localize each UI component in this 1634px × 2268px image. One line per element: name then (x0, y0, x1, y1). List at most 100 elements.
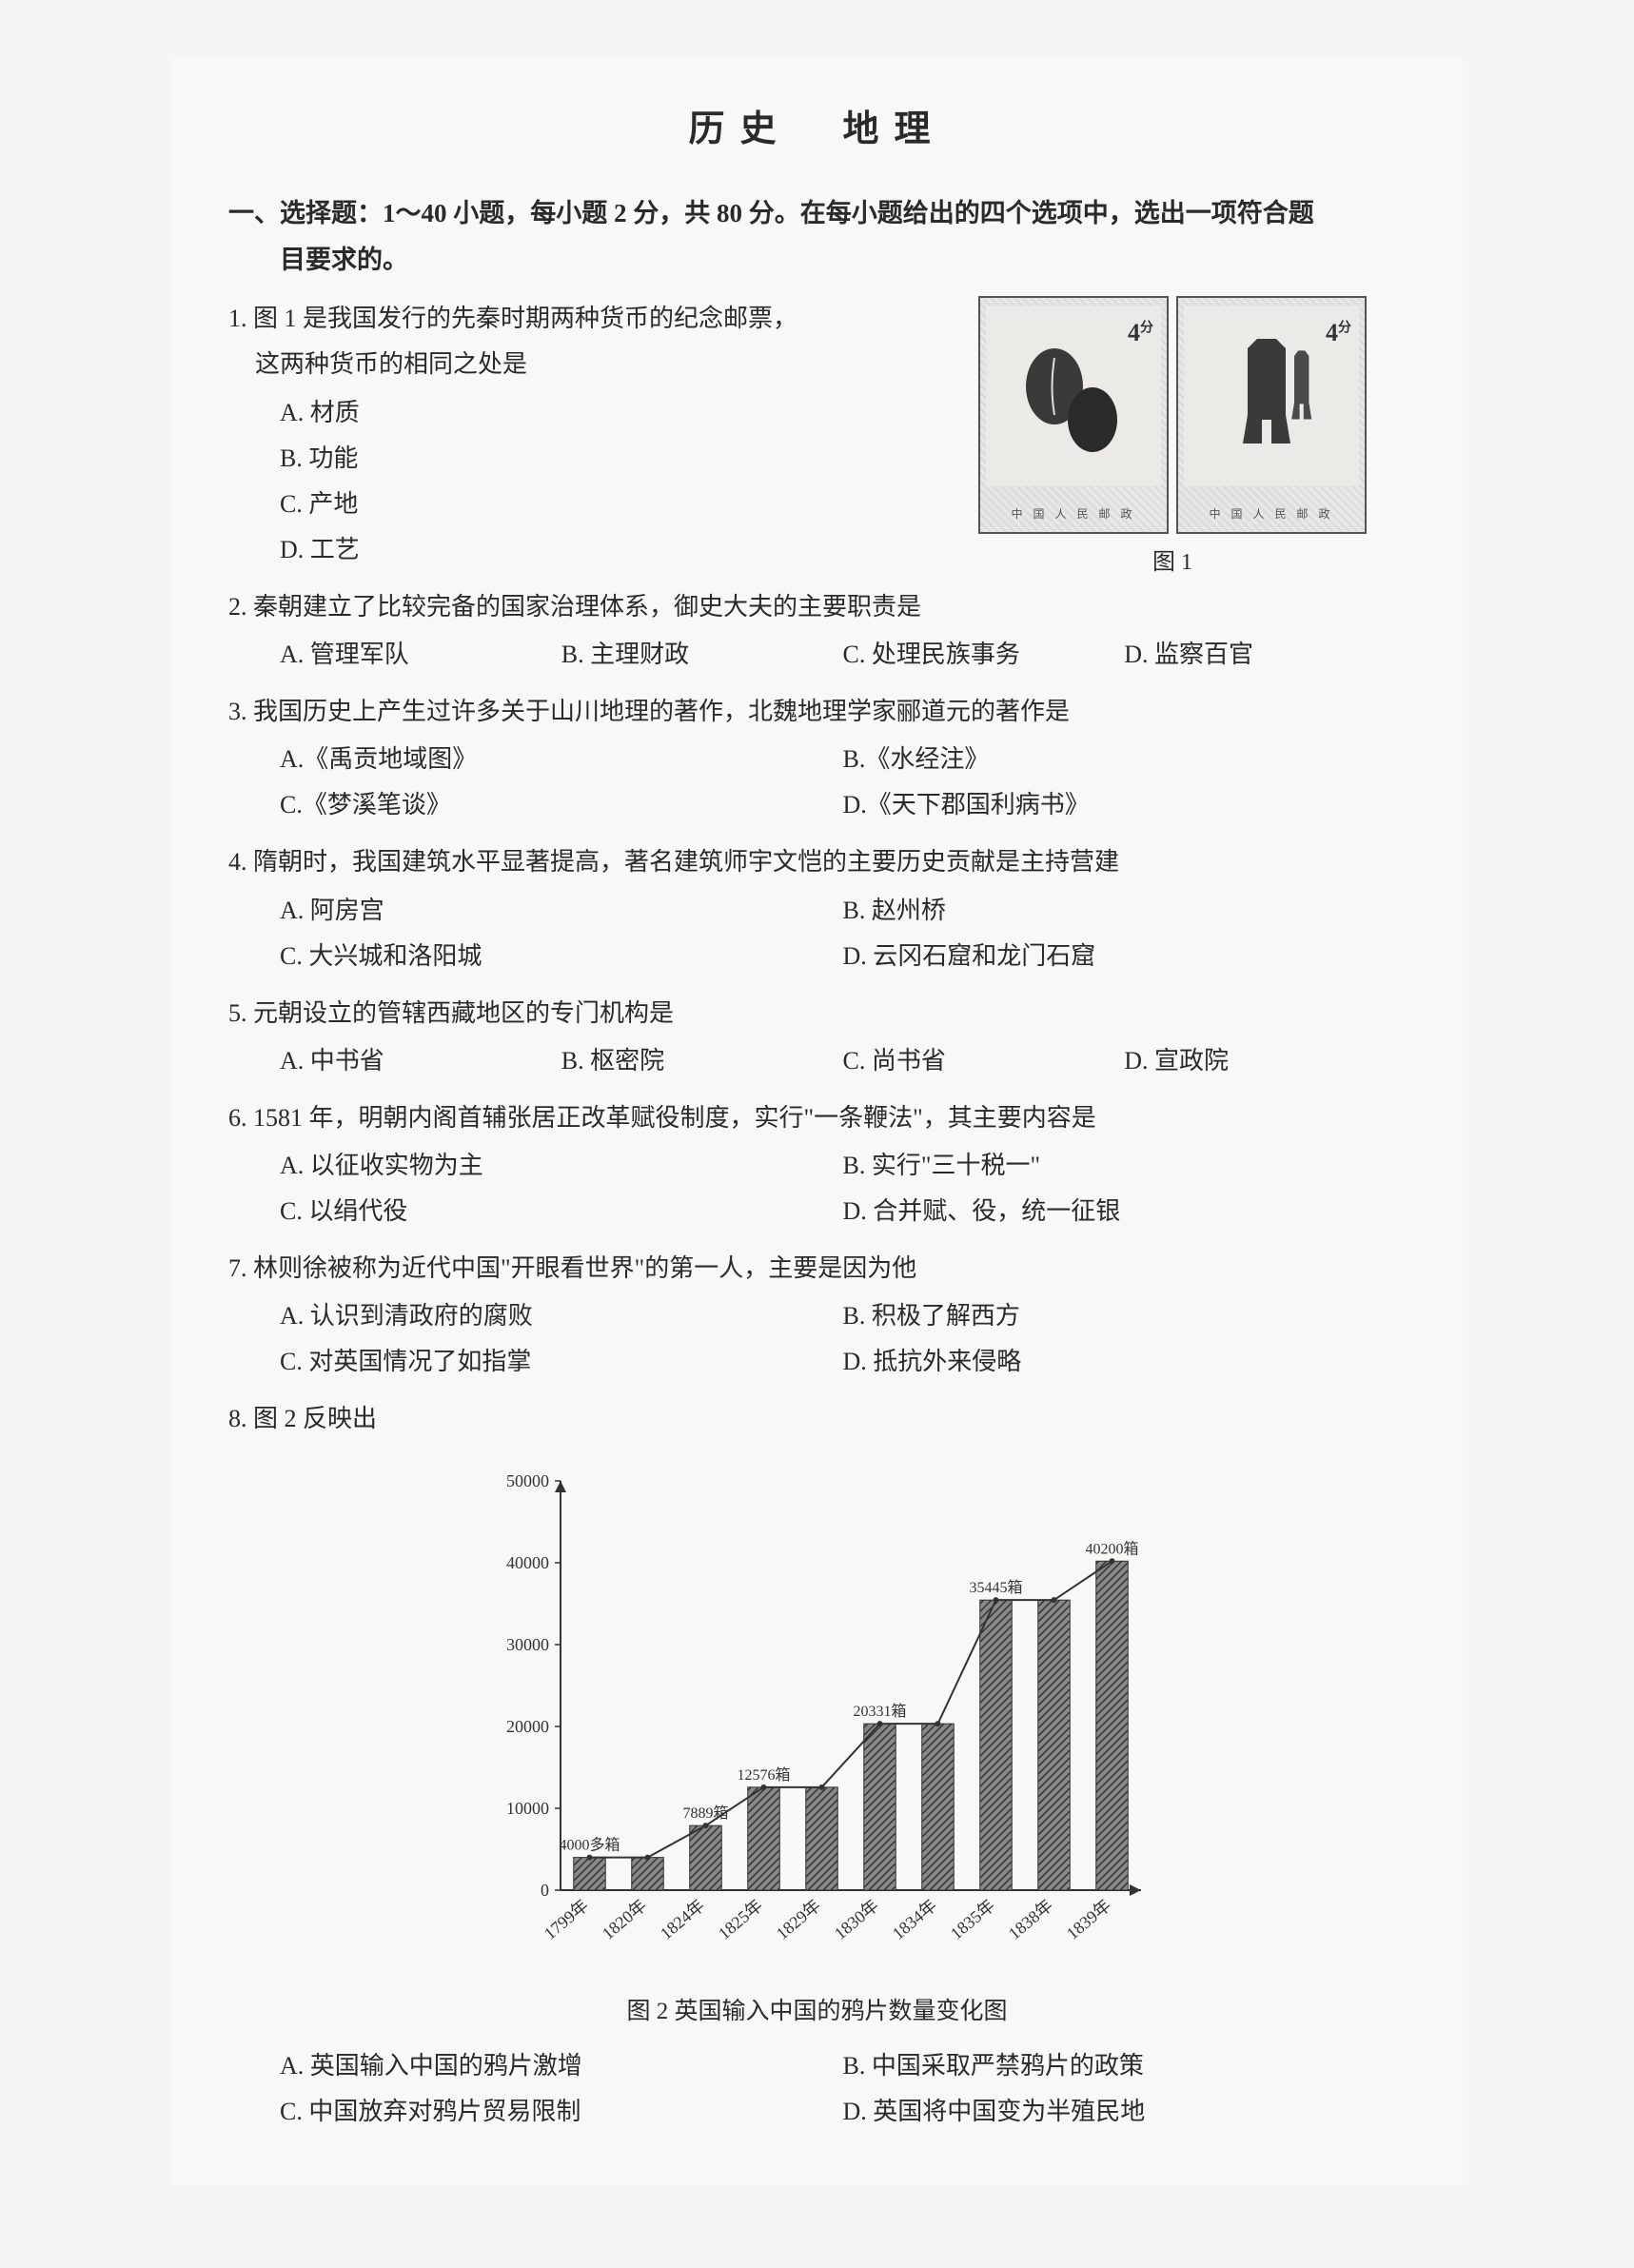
q4-stem: 4. 隋朝时，我国建筑水平显著提高，著名建筑师宇文恺的主要历史贡献是主持营建 (228, 839, 1406, 885)
figure-1: 4分 中 国 人 民 邮 政 4分 (968, 296, 1377, 585)
option-a: A. 管理军队 (280, 632, 561, 678)
figure-1-label: 图 1 (1152, 542, 1192, 585)
instructions-line2: 目要求的。 (228, 237, 1406, 284)
svg-text:0: 0 (541, 1881, 549, 1900)
q-num: 7. (228, 1254, 247, 1282)
svg-text:1820年: 1820年 (598, 1895, 649, 1943)
option-a: A. 以征收实物为主 (280, 1143, 843, 1189)
q-stem-text: 我国历史上产生过许多关于山川地理的著作，北魏地理学家郦道元的著作是 (253, 698, 1070, 725)
svg-text:1825年: 1825年 (714, 1895, 765, 1943)
q6-stem: 6. 1581 年，明朝内阁首辅张居正改革赋役制度，实行"一条鞭法"，其主要内容… (228, 1095, 1406, 1141)
svg-text:1829年: 1829年 (772, 1895, 823, 1943)
q-num: 4. (228, 848, 247, 876)
q-num: 5. (228, 999, 247, 1027)
spade-coin-icon (1214, 329, 1329, 463)
q-num: 1. (228, 305, 247, 332)
question-2: 2. 秦朝建立了比较完备的国家治理体系，御史大夫的主要职责是 A. 管理军队 B… (228, 584, 1406, 678)
q-stem-text: 图 1 是我国发行的先秦时期两种货币的纪念邮票， (253, 305, 797, 332)
svg-text:35445箱: 35445箱 (969, 1579, 1022, 1596)
option-d: D. 英国将中国变为半殖民地 (843, 2089, 1407, 2135)
svg-text:50000: 50000 (506, 1471, 549, 1490)
svg-text:1824年: 1824年 (656, 1895, 707, 1943)
stamp-issuer: 中 国 人 民 邮 政 (1011, 503, 1135, 525)
q-num: 2. (228, 593, 247, 621)
option-b: B.《水经注》 (843, 737, 1407, 782)
stamp-value: 4分 (1128, 309, 1153, 356)
q2-options: A. 管理军队 B. 主理财政 C. 处理民族事务 D. 监察百官 (228, 632, 1406, 678)
option-b: B. 枢密院 (561, 1038, 843, 1084)
option-b: B. 主理财政 (561, 632, 843, 678)
svg-text:40000: 40000 (506, 1553, 549, 1572)
svg-text:40200箱: 40200箱 (1085, 1540, 1138, 1557)
option-d: D. 宣政院 (1124, 1038, 1406, 1084)
q5-stem: 5. 元朝设立的管辖西藏地区的专门机构是 (228, 991, 1406, 1036)
svg-text:4000多箱: 4000多箱 (559, 1836, 620, 1853)
option-a: A. 英国输入中国的鸦片激增 (280, 2043, 843, 2089)
option-a: A. 认识到清政府的腐败 (280, 1293, 843, 1339)
stamp-right-image: 4分 (1184, 306, 1359, 486)
q-num: 8. (228, 1405, 247, 1432)
q5-options: A. 中书省 B. 枢密院 C. 尚书省 D. 宣政院 (228, 1038, 1406, 1084)
question-8: 8. 图 2 反映出 0 10000 20000 30000 40000 50000 400… (228, 1396, 1406, 2135)
option-b: B. 赵州桥 (843, 888, 1407, 934)
option-d: D. 监察百官 (1124, 632, 1406, 678)
q7-stem: 7. 林则徐被称为近代中国"开眼看世界"的第一人，主要是因为他 (228, 1246, 1406, 1292)
section-instructions: 一、选择题：1～40 小题，每小题 2 分，共 80 分。在每小题给出的四个选项… (228, 190, 1406, 283)
svg-text:10000: 10000 (506, 1799, 549, 1818)
q-num: 3. (228, 698, 247, 725)
q-stem-text2: 这两种货币的相同之处是 (228, 342, 968, 387)
svg-text:20000: 20000 (506, 1717, 549, 1736)
question-5: 5. 元朝设立的管辖西藏地区的专门机构是 A. 中书省 B. 枢密院 C. 尚书… (228, 991, 1406, 1084)
figure-2-title: 图 2 英国输入中国的鸦片数量变化图 (475, 1989, 1160, 2035)
question-1: 4分 中 国 人 民 邮 政 4分 (228, 296, 1406, 573)
option-d: D.《天下郡国利病书》 (843, 782, 1407, 828)
option-a: A. 阿房宫 (280, 888, 843, 934)
q6-options: A. 以征收实物为主 B. 实行"三十税一" C. 以绢代役 D. 合并赋、役，… (228, 1143, 1406, 1234)
q-stem-text: 隋朝时，我国建筑水平显著提高，著名建筑师宇文恺的主要历史贡献是主持营建 (253, 848, 1119, 876)
q8-options: A. 英国输入中国的鸦片激增 B. 中国采取严禁鸦片的政策 C. 中国放弃对鸦片… (228, 2043, 1406, 2135)
cowrie-icon (1016, 329, 1131, 463)
instructions-line1: 一、选择题：1～40 小题，每小题 2 分，共 80 分。在每小题给出的四个选项… (228, 199, 1314, 227)
option-d: D. 合并赋、役，统一征银 (843, 1189, 1407, 1234)
q4-options: A. 阿房宫 B. 赵州桥 C. 大兴城和洛阳城 D. 云冈石窟和龙门石窟 (228, 888, 1406, 979)
q-num: 6. (228, 1104, 247, 1132)
q8-stem: 8. 图 2 反映出 (228, 1396, 1406, 1442)
option-b: B. 实行"三十税一" (843, 1143, 1407, 1189)
option-c: C. 以绢代役 (280, 1189, 843, 1234)
q-stem-text: 1581 年，明朝内阁首辅张居正改革赋役制度，实行"一条鞭法"，其主要内容是 (253, 1104, 1096, 1132)
stamp-left: 4分 中 国 人 民 邮 政 (978, 296, 1169, 534)
option-c: C.《梦溪笔谈》 (280, 782, 843, 828)
q3-stem: 3. 我国历史上产生过许多关于山川地理的著作，北魏地理学家郦道元的著作是 (228, 689, 1406, 735)
figure-2-chart: 010000200003000040000500004000多箱1799年182… (475, 1462, 1160, 2035)
question-3: 3. 我国历史上产生过许多关于山川地理的著作，北魏地理学家郦道元的著作是 A.《… (228, 689, 1406, 828)
svg-text:30000: 30000 (506, 1635, 549, 1654)
svg-text:1799年: 1799年 (540, 1895, 591, 1943)
stamp-value: 4分 (1326, 309, 1351, 356)
stamps-row: 4分 中 国 人 民 邮 政 4分 (978, 296, 1367, 534)
bar-chart-svg: 010000200003000040000500004000多箱1799年182… (475, 1462, 1160, 1976)
page-title: 历史 地理 (228, 95, 1406, 164)
question-7: 7. 林则徐被称为近代中国"开眼看世界"的第一人，主要是因为他 A. 认识到清政… (228, 1246, 1406, 1385)
exam-page: 历史 地理 一、选择题：1～40 小题，每小题 2 分，共 80 分。在每小题给… (171, 57, 1463, 2184)
option-c: C. 处理民族事务 (843, 632, 1125, 678)
svg-text:12576箱: 12576箱 (737, 1765, 790, 1783)
question-4: 4. 隋朝时，我国建筑水平显著提高，著名建筑师宇文恺的主要历史贡献是主持营建 A… (228, 839, 1406, 978)
stamp-left-image: 4分 (986, 306, 1161, 486)
svg-text:20331箱: 20331箱 (853, 1703, 906, 1720)
q-stem-text: 元朝设立的管辖西藏地区的专门机构是 (253, 999, 674, 1027)
option-c: C. 尚书省 (843, 1038, 1125, 1084)
option-a: A. 中书省 (280, 1038, 561, 1084)
svg-text:7889箱: 7889箱 (682, 1805, 728, 1822)
q-stem-text: 林则徐被称为近代中国"开眼看世界"的第一人，主要是因为他 (253, 1254, 916, 1282)
q-stem-text: 图 2 反映出 (253, 1405, 377, 1432)
option-b: B. 积极了解西方 (843, 1293, 1407, 1339)
svg-text:1838年: 1838年 (1004, 1895, 1055, 1943)
svg-text:1834年: 1834年 (888, 1895, 939, 1943)
stamp-issuer: 中 国 人 民 邮 政 (1209, 503, 1333, 525)
stamp-right: 4分 中 国 人 民 邮 政 (1176, 296, 1367, 534)
question-6: 6. 1581 年，明朝内阁首辅张居正改革赋役制度，实行"一条鞭法"，其主要内容… (228, 1095, 1406, 1234)
option-c: C. 中国放弃对鸦片贸易限制 (280, 2089, 843, 2135)
option-c: C. 对英国情况了如指掌 (280, 1339, 843, 1385)
q2-stem: 2. 秦朝建立了比较完备的国家治理体系，御史大夫的主要职责是 (228, 584, 1406, 630)
svg-text:1839年: 1839年 (1062, 1895, 1113, 1943)
